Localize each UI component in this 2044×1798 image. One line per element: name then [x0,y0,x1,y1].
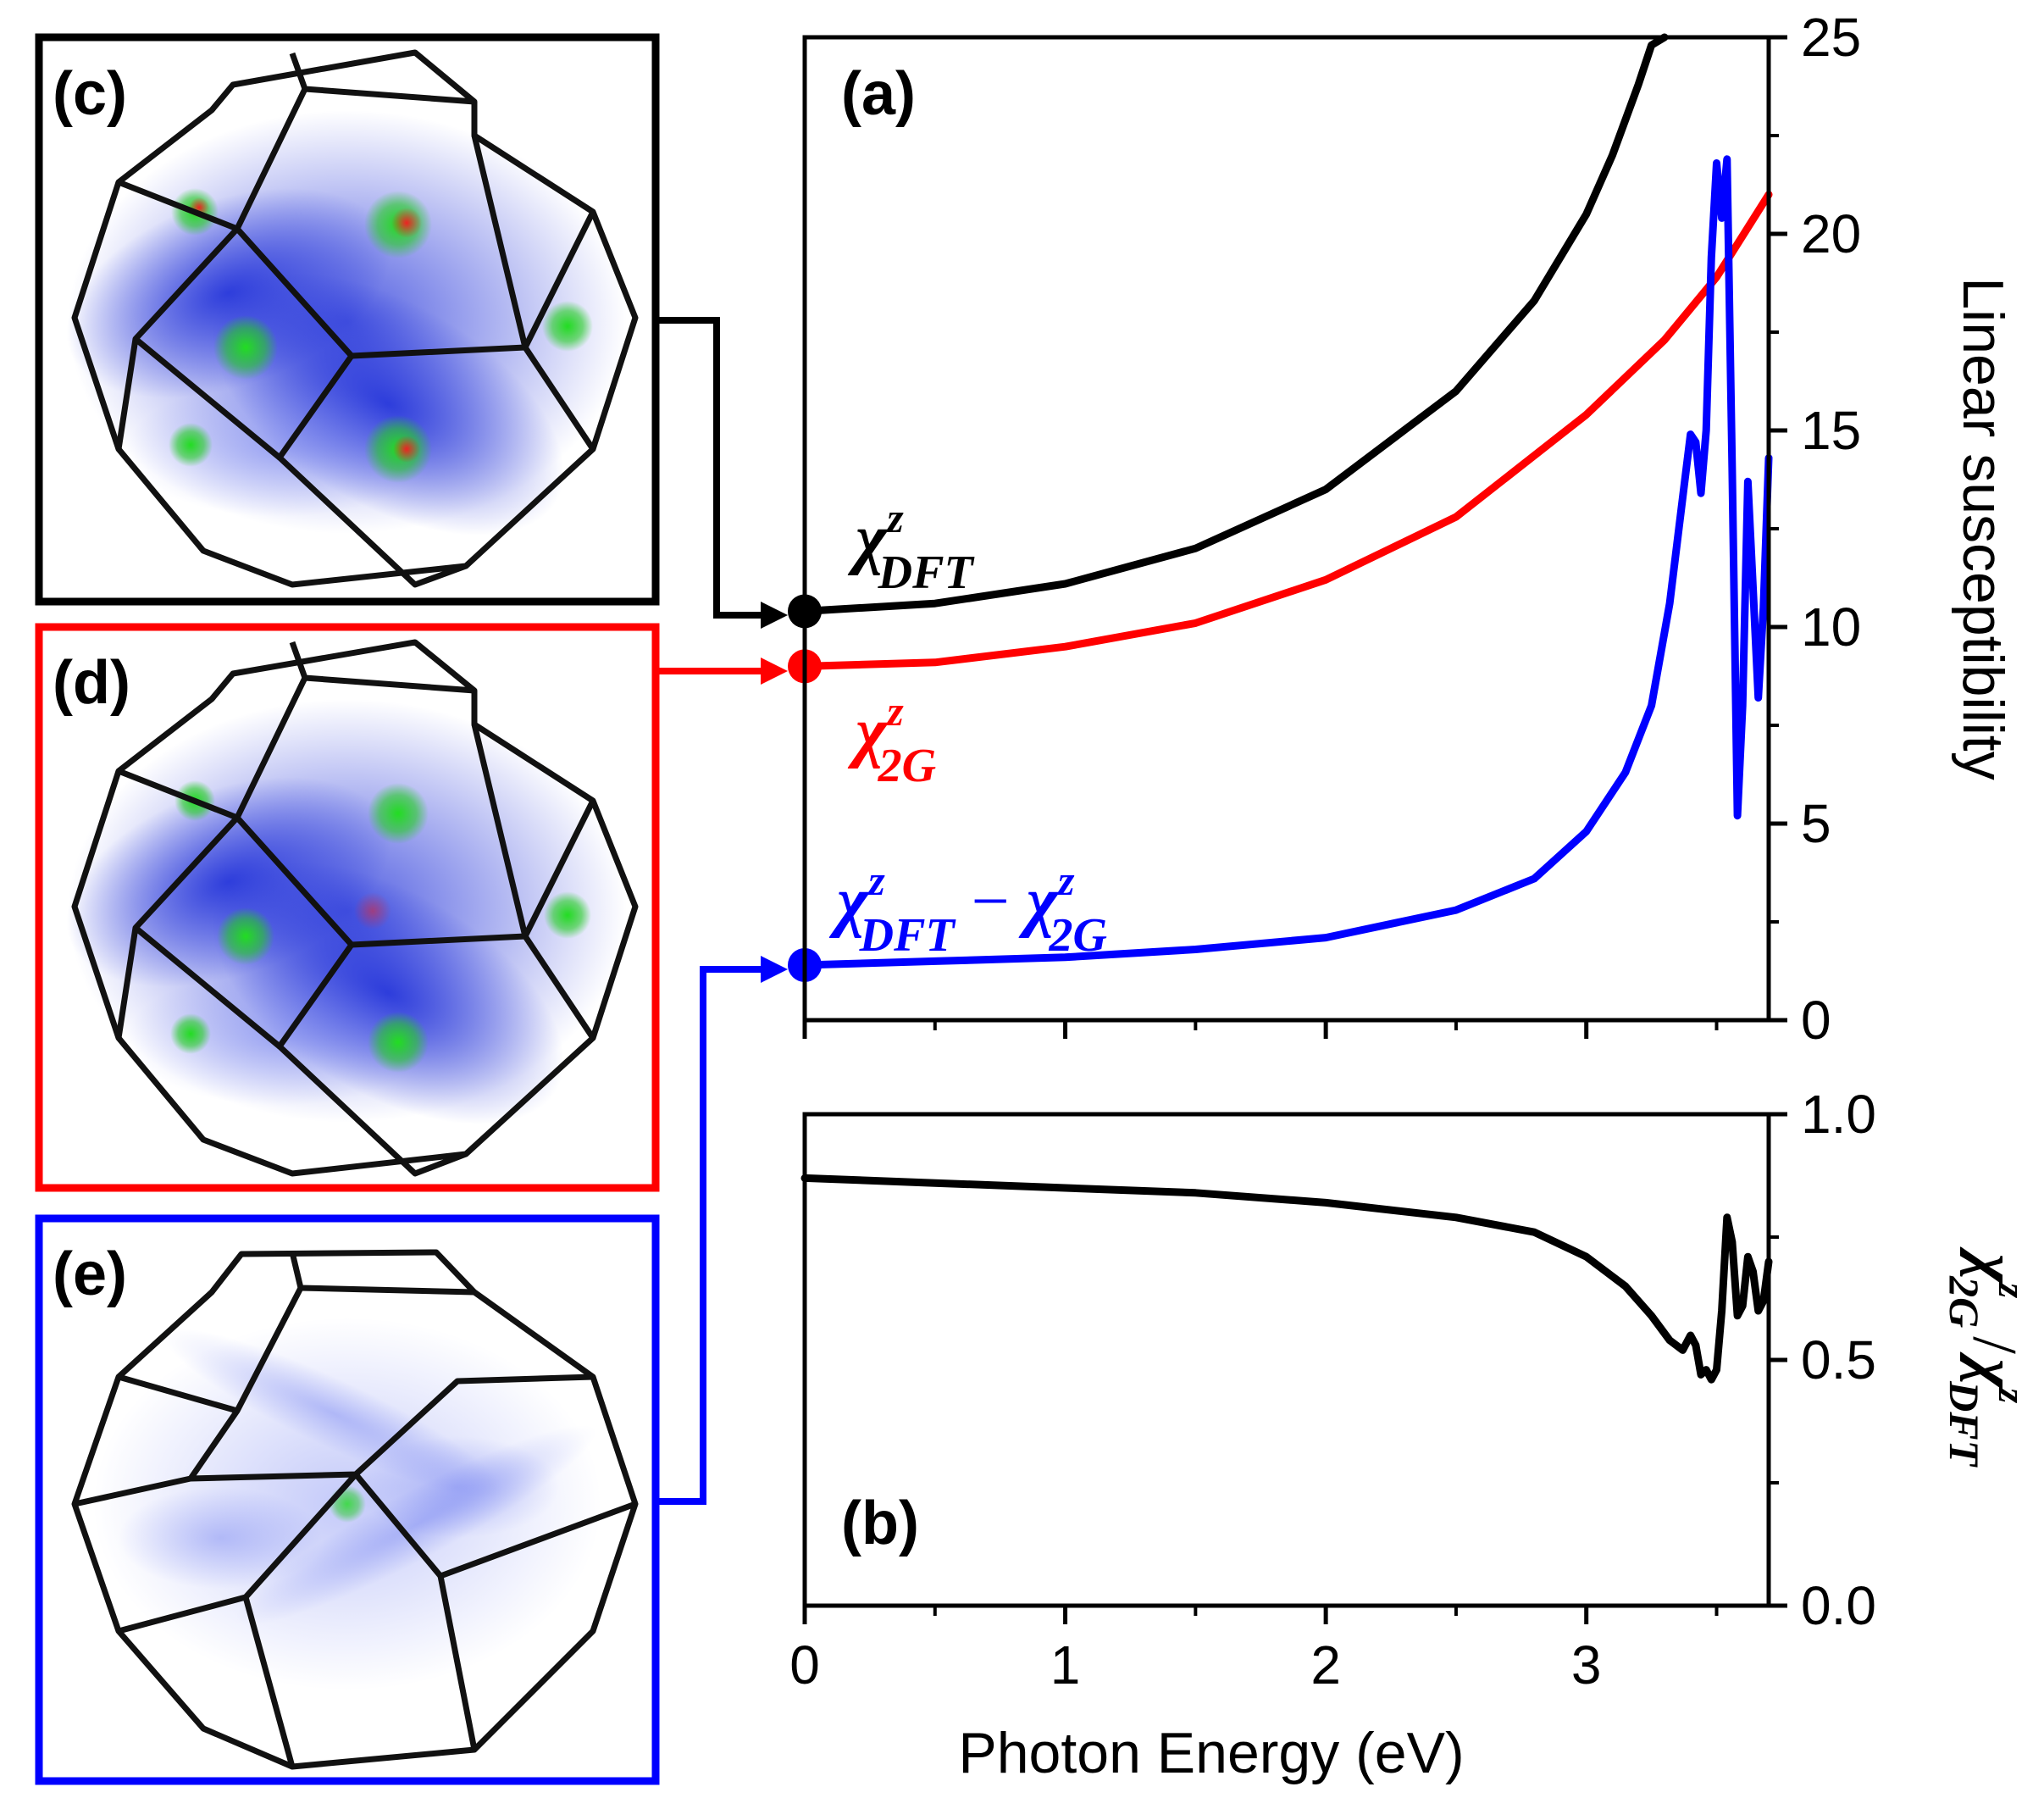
ytick-label-b-1: 0.5 [1801,1329,1876,1390]
arrow-d-head [761,658,788,685]
plot-b-frame [802,1112,1771,1608]
ytick-label-a-3: 15 [1801,400,1861,461]
ratio-slash: / [1959,1336,2029,1354]
ytick-label-a-4: 20 [1801,203,1861,264]
plot-a-frame [802,35,1771,1023]
plot-b-series [800,1174,1773,1384]
arrow-e-head [761,956,788,983]
svg-text:χz2G: χz 2G [847,687,936,792]
xtick-label-b-2: 2 [1310,1634,1341,1695]
legend-diff-sup2: z [1056,857,1075,904]
inset-c: (c) [35,33,660,606]
series-line-b-0 [800,1174,1773,1384]
plot-b-xlabel: Photon Energy (eV) [958,1721,1464,1785]
inset-c-brillouin-zone [71,49,639,588]
plot-b-ylabel: χz2G/χzDFT [1941,1246,2034,1468]
svg-text:χzDFT−χz2G: χz DFT − χz 2G [828,857,1107,962]
legend-dft-sup: z [885,494,904,541]
plot-b-ticks: 0.0 0.5 1.0 0 1 2 3 [789,1084,1876,1695]
panel-label-c: (c) [53,60,127,128]
legend-diff-sub: DFT [859,909,957,962]
legend-diff-sup: z [867,857,885,904]
plot-a-ticks: 0 5 10 15 20 25 [802,7,1861,1051]
plot-a-ylabel: Linear susceptibility [1951,277,2015,780]
arrow-c-head [761,602,788,629]
xtick-label-b-0: 0 [789,1634,820,1695]
legend-diff-sub2: 2G [1048,909,1106,962]
panel-label-d: (d) [53,649,130,717]
ytick-label-b-0: 0.0 [1801,1575,1876,1636]
legend-diff: χz DFT − χz 2G [828,857,1107,962]
series-line-a-2 [800,155,1773,969]
legend-2g-sub: 2G [878,740,936,792]
ratio-num-sub: 2G [1941,1275,1988,1328]
panel-label-e: (e) [53,1240,127,1308]
arrow-c [657,317,762,619]
inset-e: (e) [35,1214,660,1785]
ytick-label-a-1: 5 [1801,793,1831,854]
arrow-e [657,966,762,1505]
ytick-label-a-5: 25 [1801,7,1861,68]
xtick-label-b-3: 3 [1571,1634,1602,1695]
ratio-den-sup: z [1991,1386,2034,1403]
inset-c-density [66,110,627,536]
ratio-den-sub: DFT [1941,1380,1988,1468]
series-line-a-1 [800,191,1773,670]
plot-b: 0.00.51.00 1 2 3 (b) Photon Energy (eV) χz2… [789,1084,2034,1785]
inset-e-brillouin-zone [71,1249,639,1770]
inset-e-density [93,1318,601,1690]
ytick-label-b-2: 1.0 [1801,1084,1876,1145]
legend-dft-sub: DFT [878,547,976,599]
legend-2g: χz 2G [847,687,936,792]
legend-dft: χz DFT [847,494,975,599]
ytick-label-a-2: 10 [1801,597,1861,658]
svg-text:χzDFT: χz DFT [847,494,975,599]
inset-d: (d) [35,623,660,1192]
ratio-num-sup: z [1991,1281,2034,1298]
legend-2g-sup: z [885,687,904,735]
connector-arrows [657,317,788,1505]
ytick-label-a-0: 0 [1801,990,1831,1051]
legend-diff-minus: − [972,864,1010,939]
plot-a-series [800,33,1773,969]
panel-label-a: (a) [841,60,916,128]
panel-label-b: (b) [841,1490,919,1557]
xtick-label-b-1: 1 [1050,1634,1081,1695]
inset-d-brillouin-zone [71,639,639,1177]
series-line-a-0 [800,33,1669,615]
